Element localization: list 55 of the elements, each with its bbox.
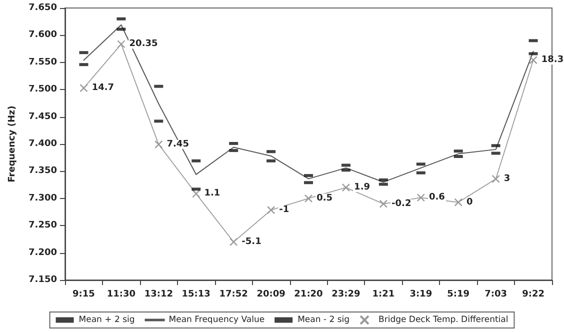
legend-label: Mean Frequency Value — [168, 315, 265, 325]
legend-label: Mean + 2 sig — [78, 315, 135, 325]
point — [304, 194, 313, 202]
data-label: -1 — [279, 205, 290, 216]
point — [80, 84, 88, 92]
y-tick-label: 7.350 — [28, 166, 57, 176]
point — [379, 200, 388, 208]
point — [192, 190, 200, 198]
legend-label: Mean - 2 sig — [298, 315, 350, 325]
x-tick-label: 7:03 — [484, 290, 508, 300]
data-label: 0.5 — [316, 193, 333, 204]
data-label: 1.9 — [354, 182, 370, 193]
x-tick-label: 23:29 — [332, 290, 360, 300]
y-tick-label: 7.250 — [28, 220, 57, 231]
data-label: 0.6 — [428, 192, 445, 203]
point — [117, 40, 126, 48]
data-label: -0.2 — [392, 198, 412, 209]
data-label: 3 — [504, 174, 510, 184]
y-tick-label: 7.400 — [28, 139, 57, 149]
x-tick-label: 20:09 — [256, 290, 286, 300]
y-tick-label: 7.550 — [28, 57, 57, 68]
x-tick-label: 1:21 — [372, 290, 395, 300]
y-tick-label: 7.200 — [28, 248, 57, 258]
point — [154, 140, 163, 148]
data-label: 0 — [466, 197, 473, 208]
data-label: 14.7 — [92, 83, 114, 94]
point — [416, 194, 425, 202]
y-tick-label: 7.600 — [28, 30, 57, 40]
legend-label: Bridge Deck Temp. Differential — [378, 315, 508, 325]
data-label: -5.1 — [242, 236, 262, 247]
x-tick-label: 13:12 — [144, 290, 173, 300]
x-tick-label: 15:13 — [182, 290, 210, 300]
data-label: 1.1 — [204, 188, 220, 199]
x-tick-label: 9:15 — [72, 290, 95, 300]
data-label: 18.3 — [541, 55, 564, 66]
point — [492, 174, 500, 184]
point — [529, 56, 538, 64]
point — [266, 206, 276, 214]
data-label: 20.35 — [129, 39, 158, 50]
data-label: 7.45 — [166, 139, 189, 150]
point — [342, 183, 350, 192]
x-tick-label: 21:20 — [294, 290, 323, 300]
x-tick-label: 11:30 — [106, 290, 136, 300]
x-tick-label: 3:19 — [410, 290, 432, 300]
point — [229, 238, 238, 246]
y-tick-label: 7.450 — [28, 112, 57, 122]
x-tick-label: 5:19 — [447, 290, 470, 300]
y-tick-label: 7.150 — [28, 275, 57, 285]
x-tick-label: 9:22 — [522, 290, 544, 300]
y-tick-label: 7.500 — [28, 84, 57, 95]
y-axis-title: Frequency (Hz) — [8, 106, 18, 182]
point — [454, 198, 462, 206]
y-tick-label: 7.650 — [28, 3, 57, 13]
x-tick-label: 17:52 — [219, 290, 248, 300]
y-tick-label: 7.300 — [28, 193, 57, 204]
